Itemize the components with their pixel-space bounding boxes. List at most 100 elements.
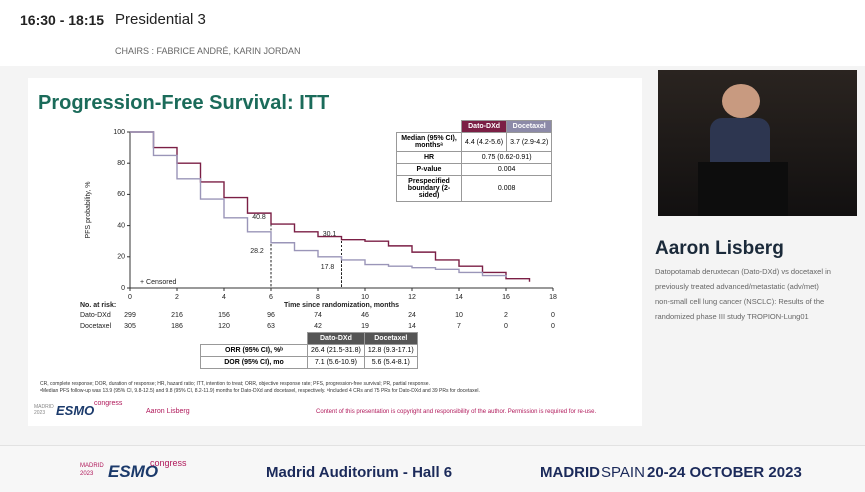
table: Dato-DXd Docetaxel ORR (95% CI), %ᵇ 26.4 (2… <box>200 332 418 369</box>
at-risk-value: 7 <box>457 323 461 330</box>
table-row: DOR (95% CI), mo 7.1 (5.6-10.9) 5.6 (5.4-8… <box>200 356 418 369</box>
annotation: 28.2 <box>250 248 264 255</box>
value-cell: 0.008 <box>460 175 553 202</box>
footer-bar: MADRID 2023 ESMO congress Madrid Auditor… <box>0 445 865 492</box>
legend-entry: Dato-DXd <box>80 312 111 319</box>
at-risk-value: 10 <box>455 312 463 319</box>
copyright: Content of this presentation is copyrigh… <box>316 409 597 415</box>
venue: Madrid Auditorium - Hall 6 <box>266 464 453 481</box>
city: MADRID <box>540 464 600 481</box>
country: SPAIN <box>601 464 645 481</box>
description-line: Datopotamab deruxtecan (Dato-DXd) vs doc… <box>655 267 831 276</box>
at-risk-value: 0 <box>504 323 508 330</box>
table-row: Prespecified boundary (2-sided) 0.008 <box>396 175 553 202</box>
table: Dato-DXd Docetaxel Median (95% CI), months… <box>396 120 553 202</box>
description-line: previously treated advanced/metastatic (… <box>655 282 819 291</box>
table-row: Dato-DXd Docetaxel <box>201 332 418 345</box>
at-risk-value: 156 <box>218 312 230 319</box>
at-risk-value: 14 <box>408 323 416 330</box>
survival-curve <box>130 131 531 282</box>
logo-brand: ESMO <box>108 462 159 481</box>
slide-title: Progression-Free Survival: ITT <box>38 92 330 114</box>
x-tick-label: 0 <box>128 294 132 301</box>
logo-word: congress <box>150 458 187 468</box>
row-label: DOR (95% CI), mo <box>200 356 308 369</box>
at-risk-value: 42 <box>314 323 322 330</box>
value-cell: 3.7 (2.9-4.2) <box>506 132 553 152</box>
x-tick-label: 14 <box>455 294 463 301</box>
legend-entry: Docetaxel <box>80 323 112 330</box>
at-risk-value: 120 <box>218 323 230 330</box>
session-name: Presidential 3 <box>115 11 206 28</box>
x-tick-label: 4 <box>222 294 226 301</box>
annotation: 30.1 <box>323 231 337 238</box>
response-table: Dato-DXd Docetaxel ORR (95% CI), %ᵇ 26.4 (2… <box>200 332 418 369</box>
table-row: Median (95% CI), monthsᵃ 4.4 (4.2-5.6) 3.7… <box>396 132 553 152</box>
at-risk-value: 46 <box>361 312 369 319</box>
annotation: 40.8 <box>252 214 266 221</box>
table-row: P-value 0.004 <box>396 163 553 176</box>
header-cell: Docetaxel <box>506 120 553 133</box>
stats-table: Dato-DXd Docetaxel Median (95% CI), months… <box>396 120 553 202</box>
footnote: ᵃMedian PFS follow-up was 13.9 (95% CI, … <box>40 388 480 394</box>
dates: 20-24 OCTOBER 2023 <box>647 464 802 481</box>
footnote: CR, complete response; DOR, duration of … <box>40 381 430 387</box>
censor-note: + Censored <box>140 279 176 286</box>
annotation: 17.8 <box>321 264 335 271</box>
at-risk-label: No. at risk: <box>80 302 116 309</box>
at-risk-value: 299 <box>124 312 136 319</box>
session-time: 16:30 - 18:15 <box>20 12 105 28</box>
value-cell: 7.1 (5.6-10.9) <box>307 356 365 369</box>
x-tick-label: 6 <box>269 294 273 301</box>
y-tick-label: 20 <box>117 254 125 261</box>
y-tick-label: 40 <box>117 222 125 229</box>
at-risk-value: 96 <box>267 312 275 319</box>
logo-word: congress <box>94 400 123 407</box>
logo-city: MADRID <box>34 404 54 410</box>
at-risk-value: 74 <box>314 312 322 319</box>
at-risk-value: 186 <box>171 323 183 330</box>
row-label: Prespecified boundary (2-sided) <box>396 175 462 202</box>
speaker-name: Aaron Lisberg <box>655 238 784 259</box>
at-risk-value: 216 <box>171 312 183 319</box>
logo-city: MADRID <box>80 463 104 469</box>
header-bar <box>0 0 865 66</box>
at-risk-value: 2 <box>504 312 508 319</box>
description-line: non-small cell lung cancer (NSCLC): Resu… <box>655 297 825 306</box>
at-risk-value: 63 <box>267 323 275 330</box>
chairs: CHAIRS : FABRICE ANDRÉ, KARIN JORDAN <box>115 46 301 56</box>
y-tick-label: 60 <box>117 191 125 198</box>
logo-year: 2023 <box>34 410 46 416</box>
x-tick-label: 12 <box>408 294 416 301</box>
slide: Progression-Free Survival: ITT Dato-DXd D… <box>28 78 642 426</box>
description-line: randomized phase III study TROPION-Lung0… <box>655 312 809 321</box>
logo-year: 2023 <box>80 471 94 477</box>
speaker-head <box>722 84 760 118</box>
at-risk-value: 0 <box>551 312 555 319</box>
x-tick-label: 10 <box>361 294 369 301</box>
header-cell: Docetaxel <box>363 332 418 345</box>
speaker-video <box>658 70 857 216</box>
x-tick-label: 8 <box>316 294 320 301</box>
y-tick-label: 100 <box>113 129 125 136</box>
x-tick-label: 18 <box>549 294 557 301</box>
survival-curve <box>130 131 507 278</box>
x-axis-label: Time since randomization, months <box>284 302 399 309</box>
at-risk-value: 305 <box>124 323 136 330</box>
y-tick-label: 80 <box>117 160 125 167</box>
at-risk-value: 24 <box>408 312 416 319</box>
presenter: Aaron Lisberg <box>146 408 190 415</box>
x-tick-label: 2 <box>175 294 179 301</box>
at-risk-value: 19 <box>361 323 369 330</box>
lectern <box>698 162 788 216</box>
speaker-description: Datopotamab deruxtecan (Dato-DXd) vs doc… <box>655 264 831 324</box>
x-tick-label: 16 <box>502 294 510 301</box>
y-tick-label: 0 <box>121 285 125 292</box>
logo-brand: ESMO <box>56 403 95 418</box>
at-risk-value: 0 <box>551 323 555 330</box>
speaker-body <box>710 118 770 168</box>
y-axis-label: PFS probability, % <box>85 181 92 238</box>
